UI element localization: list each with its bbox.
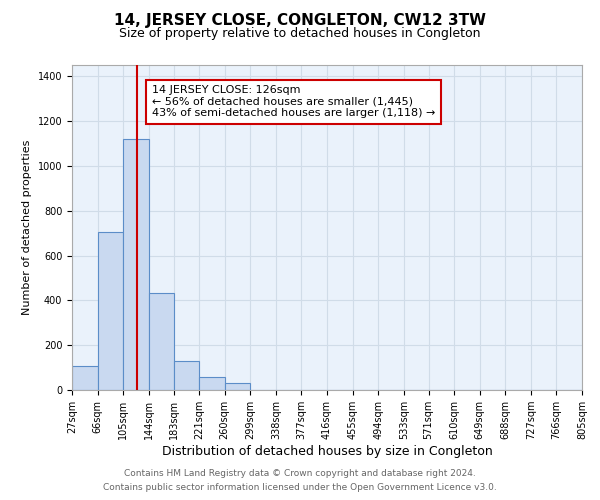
Bar (225, 383, 250, 390)
Text: Contains public sector information licensed under the Open Government Licence v3: Contains public sector information licen… (103, 484, 497, 492)
Text: 14, JERSEY CLOSE, CONGLETON, CW12 3TW: 14, JERSEY CLOSE, CONGLETON, CW12 3TW (114, 12, 486, 28)
Bar (98, 232, 123, 390)
Bar (149, 293, 174, 390)
Bar (123, 139, 149, 390)
Text: Contains HM Land Registry data © Crown copyright and database right 2024.: Contains HM Land Registry data © Crown c… (124, 468, 476, 477)
Y-axis label: Number of detached properties: Number of detached properties (22, 140, 32, 315)
Bar (72, 366, 98, 390)
Bar (199, 377, 225, 390)
Text: Size of property relative to detached houses in Congleton: Size of property relative to detached ho… (119, 28, 481, 40)
X-axis label: Distribution of detached houses by size in Congleton: Distribution of detached houses by size … (161, 445, 493, 458)
Bar (174, 361, 199, 390)
Text: 14 JERSEY CLOSE: 126sqm
← 56% of detached houses are smaller (1,445)
43% of semi: 14 JERSEY CLOSE: 126sqm ← 56% of detache… (152, 85, 436, 118)
